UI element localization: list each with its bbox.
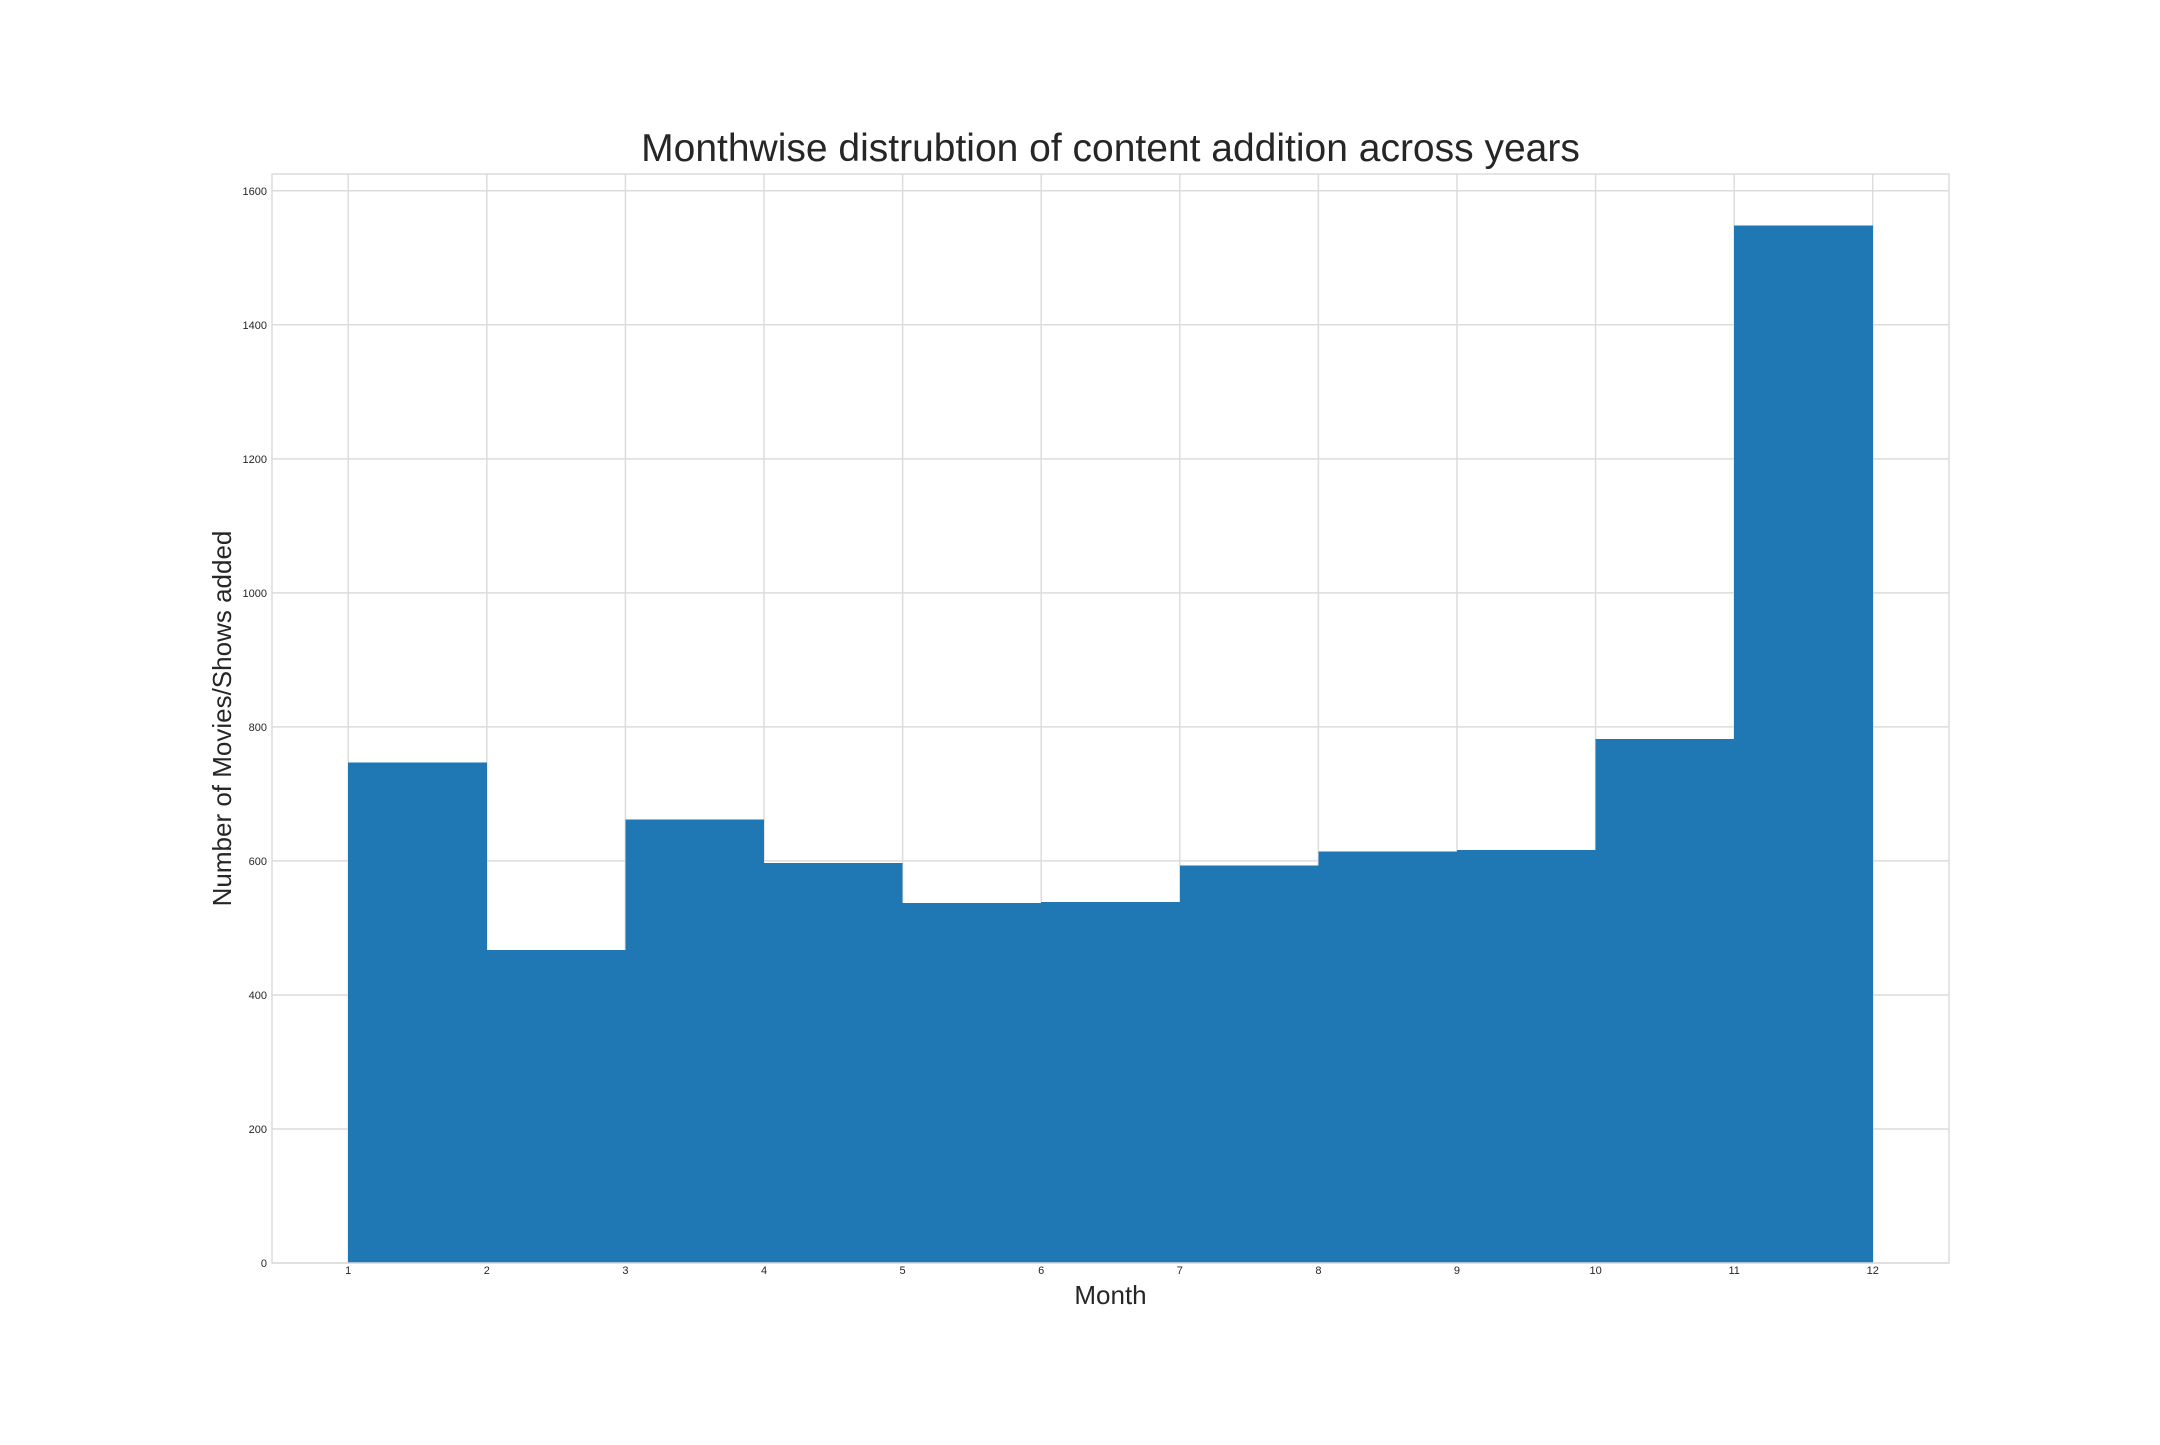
y-tick-label: 1400 [243,320,267,332]
x-tick-label: 5 [900,1265,906,1277]
y-axis-label: Number of Movies/Shows added [207,531,237,907]
x-tick-labels: 1 2 3 4 5 6 7 8 9 10 11 12 [345,1265,1879,1277]
histogram-bars [348,225,1873,1264]
y-tick-label: 400 [249,990,267,1002]
x-tick-label: 1 [345,1265,351,1277]
x-tick-label: 12 [1867,1265,1879,1277]
y-tick-label: 1600 [243,186,267,198]
y-tick-label: 800 [249,722,267,734]
histogram-bar [1734,225,1873,1264]
x-tick-label: 2 [484,1265,490,1277]
x-tick-label: 10 [1589,1265,1601,1277]
histogram-bar [1318,851,1457,1263]
histogram-bar [1041,901,1180,1263]
y-tick-label: 600 [249,856,267,868]
histogram-bar [1595,738,1735,1263]
histogram-bar [348,762,487,1263]
y-tick-label: 0 [261,1258,267,1270]
y-tick-label: 1000 [243,588,267,600]
histogram-bar [1179,865,1319,1263]
x-tick-label: 11 [1728,1265,1739,1277]
histogram-bar [902,903,1042,1263]
plot-frame [271,173,1950,1264]
x-tick-label: 8 [1315,1265,1321,1277]
x-tick-label: 7 [1177,1265,1183,1277]
x-tick-label: 6 [1038,1265,1044,1277]
histogram-bar [486,950,626,1263]
x-tick-label: 9 [1454,1265,1460,1277]
histogram-bar [625,819,765,1263]
y-tick-label: 200 [249,1124,267,1136]
histogram-bar [764,862,903,1263]
y-tick-labels: 0 200 400 600 800 1000 1200 1400 1600 [243,186,267,1270]
y-tick-label: 1200 [243,454,267,466]
x-axis-label: Month [1074,1280,1146,1310]
x-tick-label: 4 [761,1265,767,1277]
x-tick-label: 3 [622,1265,628,1277]
histogram-bar [1456,850,1596,1263]
chart-title: Monthwise distrubtion of content additio… [641,127,1580,170]
